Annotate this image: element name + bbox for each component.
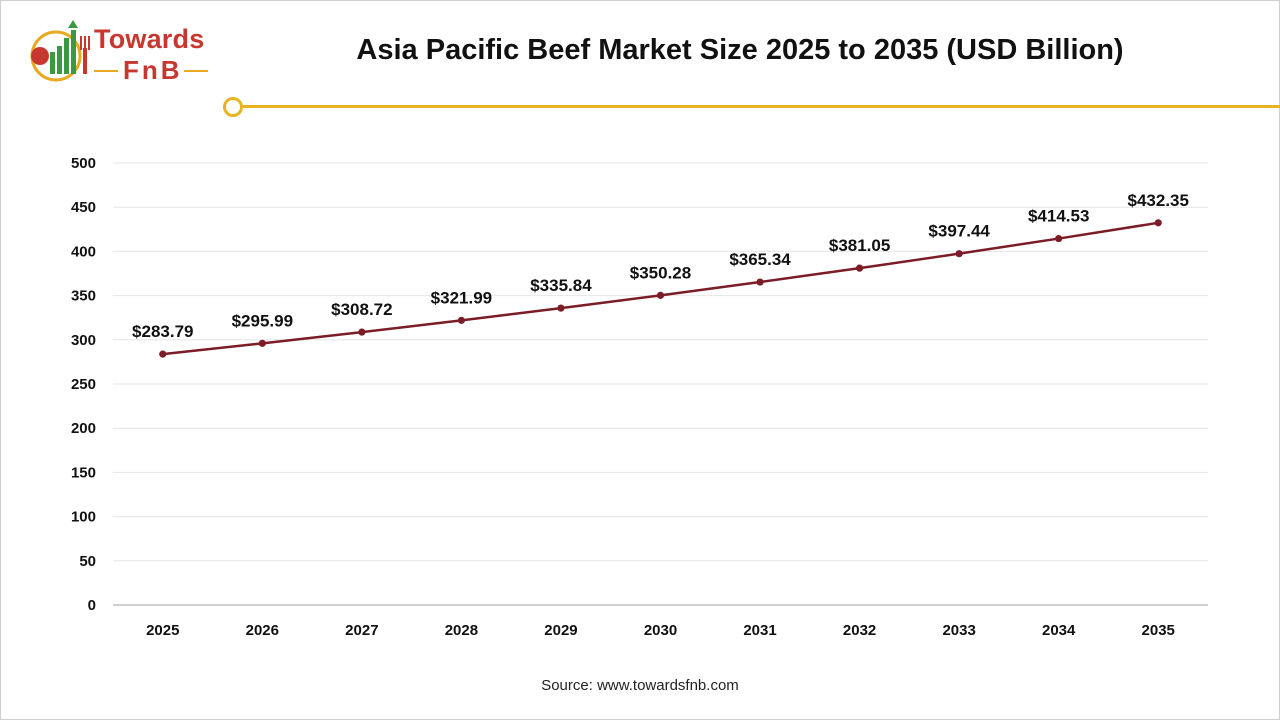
y-tick-label: 200 xyxy=(71,420,96,437)
x-tick-label: 2034 xyxy=(1042,622,1076,639)
y-tick-label: 500 xyxy=(71,155,96,172)
data-point xyxy=(756,278,764,286)
data-label: $365.34 xyxy=(729,250,791,269)
logo-emblem-icon xyxy=(30,20,90,82)
x-tick-label: 2035 xyxy=(1142,622,1175,639)
data-label: $397.44 xyxy=(928,222,990,241)
data-label: $321.99 xyxy=(431,288,492,307)
data-label: $350.28 xyxy=(630,263,691,282)
y-tick-label: 400 xyxy=(71,243,96,260)
y-tick-label: 250 xyxy=(71,376,96,393)
data-point xyxy=(656,291,665,299)
x-tick-label: 2028 xyxy=(445,622,478,639)
data-point xyxy=(258,339,266,347)
title-underline-dot xyxy=(223,97,243,117)
x-tick-label: 2026 xyxy=(246,622,279,639)
data-point xyxy=(457,316,466,324)
x-tick-label: 2032 xyxy=(843,622,876,639)
y-tick-label: 150 xyxy=(71,464,96,481)
data-point xyxy=(955,250,963,258)
data-label: $381.05 xyxy=(829,236,890,255)
data-point xyxy=(855,264,864,272)
y-tick-label: 100 xyxy=(71,509,96,526)
logo-dash-left xyxy=(94,70,118,72)
data-label: $414.53 xyxy=(1028,207,1089,226)
chart-title: Asia Pacific Beef Market Size 2025 to 20… xyxy=(356,34,1124,66)
data-label: $335.84 xyxy=(530,276,592,295)
data-point xyxy=(159,350,167,358)
title-underline xyxy=(238,105,1280,108)
logo-text-towards: Towards xyxy=(94,24,205,54)
logo-dash-right xyxy=(184,70,208,72)
source-note: Source: www.towardsfnb.com xyxy=(541,677,739,694)
y-tick-label: 300 xyxy=(71,332,96,349)
data-label: $283.79 xyxy=(132,322,193,341)
x-tick-label: 2030 xyxy=(644,622,677,639)
y-tick-label: 450 xyxy=(71,199,96,216)
y-tick-label: 350 xyxy=(71,288,96,305)
towards-fnb-logo: Towards FnB xyxy=(26,18,216,88)
data-label: $432.35 xyxy=(1128,191,1189,210)
x-tick-label: 2033 xyxy=(942,622,975,639)
y-tick-label: 0 xyxy=(88,597,96,614)
data-point xyxy=(1055,234,1063,243)
series-line xyxy=(162,221,1159,356)
x-tick-label: 2027 xyxy=(345,622,378,639)
x-tick-label: 2031 xyxy=(743,622,776,639)
x-tick-label: 2025 xyxy=(146,622,179,639)
logo-text-fnb: FnB xyxy=(123,55,183,85)
data-point xyxy=(358,328,366,336)
x-tick-label: 2029 xyxy=(544,622,577,639)
data-point xyxy=(1154,219,1162,227)
data-label: $295.99 xyxy=(232,311,293,330)
data-point xyxy=(557,304,565,312)
data-label: $308.72 xyxy=(331,300,392,319)
y-tick-label: 50 xyxy=(79,553,96,570)
